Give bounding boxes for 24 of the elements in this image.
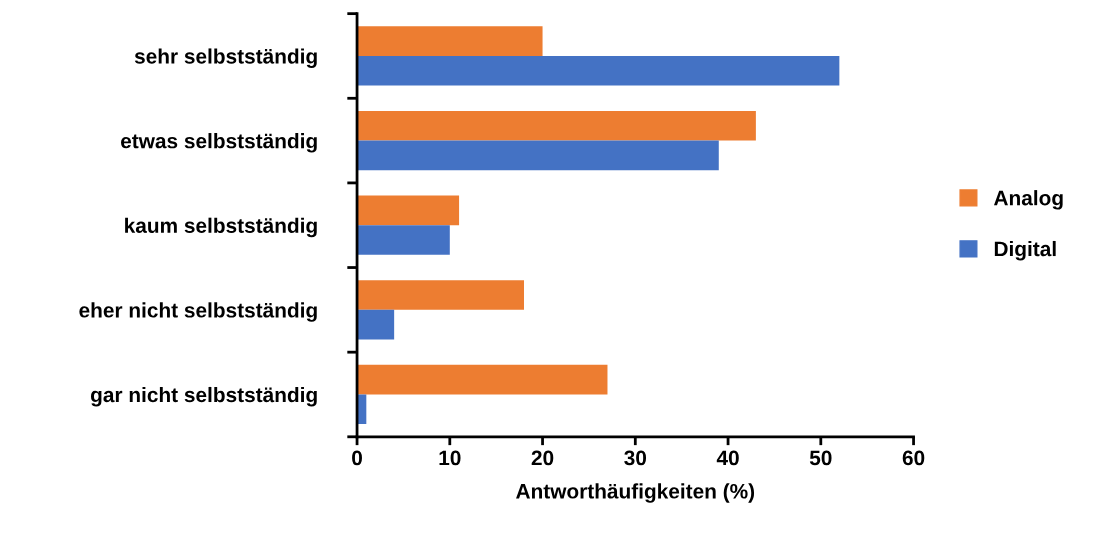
x-tick-label: 40 — [716, 450, 739, 466]
bar — [357, 364, 608, 395]
bar — [357, 140, 719, 171]
y-tick-label: sehr selbstständig — [134, 48, 317, 68]
y-tick-label: gar nicht selbstständig — [90, 386, 317, 407]
x-tick-label: 10 — [439, 450, 461, 466]
legend-label: Analog — [993, 190, 1063, 210]
x-axis-title: Antworthäufigkeiten (%) — [516, 483, 755, 503]
bar — [357, 55, 840, 86]
bar — [357, 110, 756, 141]
bar — [357, 280, 524, 310]
x-tick-label: 50 — [809, 450, 832, 466]
x-tick-label: 0 — [352, 450, 362, 466]
legend-label: Digital — [994, 240, 1056, 261]
y-tick-label: etwas selbstständig — [121, 133, 317, 153]
bar — [357, 309, 395, 340]
x-tick-label: 20 — [531, 450, 554, 466]
bar — [357, 195, 460, 226]
y-tick-label: kaum selbstständig — [125, 217, 317, 238]
bar — [357, 26, 543, 56]
y-tick-label: eher nicht selbstständig — [79, 302, 317, 322]
x-tick-label: 60 — [902, 450, 925, 466]
x-tick-label: 30 — [624, 450, 647, 466]
bar — [357, 225, 450, 255]
